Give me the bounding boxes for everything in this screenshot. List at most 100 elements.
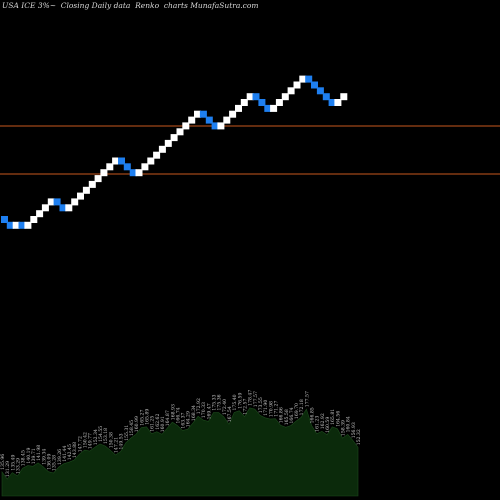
reference-levels xyxy=(0,125,500,175)
volume-label: 167.54 xyxy=(227,406,233,422)
renko-brick-up xyxy=(170,134,178,142)
volume-label: 156.93 xyxy=(351,422,357,438)
renko-brick-up xyxy=(12,221,20,229)
renko-brick-up xyxy=(164,139,172,147)
volume-label: 135.49 xyxy=(10,454,16,470)
renko-brick-up xyxy=(158,145,166,153)
volume-label: 153.18 xyxy=(103,428,109,444)
volume-label: 154.55 xyxy=(98,426,104,442)
renko-brick-up xyxy=(229,110,237,118)
volume-label: 171.90 xyxy=(263,400,269,416)
volume-label: 150.38 xyxy=(108,432,114,448)
renko-brick-up xyxy=(153,151,161,159)
volume-label: 172.92 xyxy=(196,398,202,414)
renko-brick-up xyxy=(334,99,342,106)
volume-label: 162.92 xyxy=(320,413,326,429)
volume-label: 170.33 xyxy=(201,402,207,418)
volume-label: 172.18 xyxy=(299,399,305,415)
volume-label: 172.57 xyxy=(243,399,249,415)
volume-area xyxy=(1,407,359,497)
renko-brick-up xyxy=(24,221,32,229)
volume-label: 166.74 xyxy=(175,407,181,423)
volume-label: 160.91 xyxy=(160,416,166,432)
renko-brick-up xyxy=(194,110,201,118)
volume-label: 160.99 xyxy=(134,416,140,432)
volume-area-fill xyxy=(1,407,359,497)
renko-brick-up xyxy=(82,186,90,194)
renko-brick-down xyxy=(316,87,324,95)
volume-label: 149.77 xyxy=(88,433,94,449)
renko-brick-down xyxy=(311,81,318,89)
renko-brick-down xyxy=(129,169,137,177)
renko-brick-down xyxy=(199,110,207,118)
renko-brick-up xyxy=(65,204,73,212)
volume-label: 164.56 xyxy=(335,411,341,427)
volume-label: 139.71 xyxy=(31,448,37,464)
renko-brick-up xyxy=(235,104,242,112)
volume-label: 147.21 xyxy=(114,437,120,453)
renko-brick-up xyxy=(112,157,120,165)
volume-label: 175.36 xyxy=(217,394,223,410)
volume-label: 176.59 xyxy=(237,393,243,409)
renko-brick-up xyxy=(182,122,190,130)
volume-label: 169.47 xyxy=(206,403,212,419)
volume-label: 170.98 xyxy=(268,401,274,417)
renko-brick-down xyxy=(211,122,219,130)
renko-brick-up xyxy=(246,93,254,101)
volume-label: 141.98 xyxy=(36,445,42,461)
volume-label: 138.45 xyxy=(21,450,27,466)
volume-label: 172.40 xyxy=(222,399,228,415)
renko-brick-up xyxy=(141,163,149,171)
renko-brick-up xyxy=(223,116,231,124)
volume-label: 165.81 xyxy=(330,409,336,425)
volume-label: 142.45 xyxy=(67,444,73,460)
volume-label: 136.09 xyxy=(46,454,52,470)
renko-brick-up xyxy=(30,216,38,223)
volume-label: 175.33 xyxy=(212,394,218,410)
volume-labels: 135.96 131.29 135.49 133.29 138.45 140.19 139.… xyxy=(0,390,362,477)
volume-label: 173.55 xyxy=(258,397,264,413)
renko-brick-up xyxy=(240,99,248,106)
renko-brick-up xyxy=(188,116,196,124)
volume-label: 139.26 xyxy=(57,449,63,465)
renko-brick-up xyxy=(281,93,289,101)
renko-brick-up xyxy=(41,204,49,212)
renko-brick-down xyxy=(328,99,336,106)
volume-label: 133.29 xyxy=(16,458,22,474)
volume-label: 143.88 xyxy=(72,442,78,458)
volume-label: 166.74 xyxy=(289,407,295,423)
renko-brick-down xyxy=(18,221,26,229)
renko-brick-down xyxy=(322,93,330,101)
renko-brick-up xyxy=(340,93,348,101)
volume-label: 139.34 xyxy=(41,449,47,465)
volume-label: 164.29 xyxy=(186,411,192,427)
volume-label: 178.47 xyxy=(248,390,254,406)
volume-label: 152.32 xyxy=(356,429,362,445)
volume-label: 164.87 xyxy=(165,410,171,426)
renko-brick-down xyxy=(258,99,266,106)
volume-label: 168.93 xyxy=(170,404,176,420)
renko-brick-up xyxy=(217,122,225,130)
volume-label: 169.70 xyxy=(294,403,300,419)
renko-brick-up xyxy=(270,104,278,112)
volume-label: 150.42 xyxy=(83,432,89,448)
renko-brick-up xyxy=(77,192,84,200)
volume-label: 158.45 xyxy=(129,420,135,436)
volume-label: 177.57 xyxy=(304,391,310,407)
volume-label: 161.25 xyxy=(150,416,156,432)
volume-label: 158.39 xyxy=(341,420,347,436)
chart-title: USA ICE 3%~ Closing Daily data Renko cha… xyxy=(2,1,259,10)
volume-label: 155.31 xyxy=(124,425,130,441)
renko-brick-down xyxy=(1,216,8,223)
volume-label: 149.53 xyxy=(119,433,125,449)
volume-label: 161.23 xyxy=(315,416,321,432)
renko-brick-up xyxy=(94,175,102,183)
volume-label: 163.37 xyxy=(181,412,187,428)
renko-bricks xyxy=(1,75,348,229)
volume-label: 140.19 xyxy=(26,447,32,463)
renko-brick-up xyxy=(100,169,108,177)
renko-brick-down xyxy=(6,221,14,229)
volume-label: 175.40 xyxy=(232,394,238,410)
volume-label: 171.27 xyxy=(273,401,279,417)
